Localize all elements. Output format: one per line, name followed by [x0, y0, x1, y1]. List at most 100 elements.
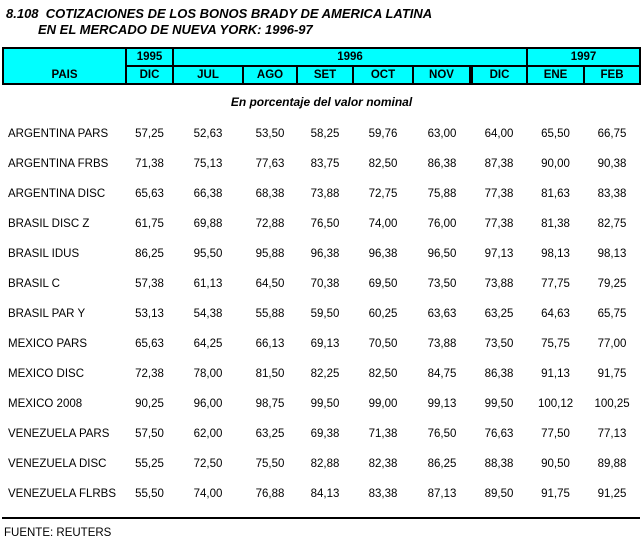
price-cell: 75,13: [193, 158, 223, 170]
price-cell: 81,50: [255, 368, 285, 380]
price-cell: 76,50: [427, 428, 457, 440]
price-cell: 81,38: [541, 218, 570, 230]
price-cell: 87,38: [484, 158, 514, 170]
price-cell: 77,50: [541, 428, 570, 440]
price-cell: 68,38: [255, 188, 285, 200]
bond-name-cell: MEXICO 2008: [8, 398, 83, 410]
price-cell: 96,00: [193, 398, 223, 410]
price-cell: 57,50: [135, 428, 164, 440]
price-cell: 66,75: [597, 128, 627, 140]
table-row: ARGENTINA FRBS 71,38 75,13 77,63 83,75 82,50 8…: [3, 149, 640, 179]
price-cell: 61,13: [193, 278, 223, 290]
price-cell: 69,38: [310, 428, 340, 440]
price-cell: 99,13: [427, 398, 457, 410]
title-line-2: EN EL MERCADO DE NUEVA YORK: 1996-97: [38, 22, 313, 37]
price-cell: 69,50: [368, 278, 398, 290]
price-cell: 55,50: [135, 488, 164, 500]
price-cell: 86,38: [484, 368, 514, 380]
price-cell: 91,75: [597, 368, 627, 380]
price-cell: 55,88: [255, 308, 285, 320]
bond-name-cell: ARGENTINA PARS: [8, 128, 109, 140]
brady-bond-table: PAIS 1995 1996 1997 DIC JUL AGO SET OCT …: [2, 47, 642, 509]
price-cell: 64,25: [193, 338, 223, 350]
table-row: VENEZUELA PARS 57,50 62,00 63,25 69,38 71,38 7…: [3, 419, 640, 449]
price-cell: 57,38: [135, 278, 164, 290]
price-cell: 75,75: [541, 338, 570, 350]
document-page: 8.108 COTIZACIONES DE LOS BONOS BRADY DE…: [0, 6, 642, 551]
pais-column-header: PAIS: [2, 47, 127, 85]
price-cell: 82,88: [310, 458, 340, 470]
price-cell: 63,25: [255, 428, 285, 440]
month-header: AGO: [242, 65, 298, 85]
price-cell: 71,38: [368, 428, 398, 440]
table-row: ARGENTINA PARS 57,25 52,63 53,50 58,25 59,76 6…: [3, 119, 640, 149]
price-cell: 69,88: [193, 218, 223, 230]
price-cell: 83,38: [597, 188, 627, 200]
price-cell: 82,25: [310, 368, 340, 380]
bottom-divider: [2, 517, 640, 519]
price-cell: 73,88: [484, 278, 514, 290]
year-header-1996: 1996: [171, 47, 529, 67]
price-cell: 98,13: [541, 248, 570, 260]
price-cell: 61,75: [135, 218, 164, 230]
price-cell: 99,50: [484, 398, 514, 410]
price-cell: 57,25: [135, 128, 164, 140]
price-cell: 73,88: [427, 338, 457, 350]
price-cell: 91,13: [541, 368, 570, 380]
table-row: ARGENTINA DISC 65,63 66,38 68,38 73,88 72,75 7…: [3, 179, 640, 209]
price-cell: 82,50: [368, 368, 398, 380]
price-cell: 76,50: [310, 218, 340, 230]
bond-name-cell: BRASIL PAR Y: [8, 308, 86, 320]
table-row: BRASIL PAR Y 53,13 54,38 55,88 59,50 60,25 63,…: [3, 299, 640, 329]
price-cell: 75,88: [427, 188, 457, 200]
year-header-1997: 1997: [526, 47, 642, 67]
bond-name-cell: MEXICO PARS: [8, 338, 88, 350]
bond-name-cell: ARGENTINA FRBS: [8, 158, 109, 170]
price-cell: 78,00: [193, 368, 223, 380]
page-title: 8.108 COTIZACIONES DE LOS BONOS BRADY DE…: [6, 6, 642, 38]
price-cell: 99,50: [310, 398, 340, 410]
price-cell: 88,38: [484, 458, 514, 470]
bond-name-cell: VENEZUELA DISC: [8, 458, 107, 470]
price-cell: 59,50: [310, 308, 340, 320]
price-cell: 82,38: [368, 458, 398, 470]
source-note: FUENTE: REUTERS: [4, 527, 112, 539]
table-row: MEXICO 2008 90,25 96,00 98,75 99,50 99,00 99,1…: [3, 389, 640, 419]
price-cell: 99,00: [368, 398, 398, 410]
price-cell: 65,50: [541, 128, 570, 140]
price-cell: 79,25: [597, 278, 627, 290]
price-cell: 90,50: [541, 458, 570, 470]
price-cell: 60,25: [368, 308, 398, 320]
price-cell: 70,50: [368, 338, 398, 350]
price-cell: 77,38: [484, 218, 514, 230]
price-cell: 77,75: [541, 278, 570, 290]
price-cell: 73,88: [310, 188, 340, 200]
bond-name-cell: VENEZUELA PARS: [8, 428, 110, 440]
bond-name-cell: VENEZUELA FLRBS: [8, 488, 117, 500]
month-header: DIC: [469, 65, 529, 85]
price-cell: 77,63: [255, 158, 285, 170]
price-cell: 71,38: [135, 158, 164, 170]
price-cell: 70,38: [310, 278, 340, 290]
price-cell: 84,13: [310, 488, 340, 500]
price-cell: 95,88: [255, 248, 285, 260]
price-cell: 64,50: [255, 278, 285, 290]
price-cell: 76,88: [255, 488, 285, 500]
table-subtitle: En porcentaje del valor nominal: [230, 95, 413, 109]
price-cell: 65,75: [597, 308, 627, 320]
price-cell: 86,25: [427, 458, 457, 470]
price-cell: 53,50: [255, 128, 285, 140]
price-cell: 82,50: [368, 158, 398, 170]
price-cell: 64,00: [484, 128, 514, 140]
price-cell: 96,38: [368, 248, 398, 260]
table-row: MEXICO PARS 65,63 64,25 66,13 69,13 70,50 73,8…: [3, 329, 640, 359]
bond-name-cell: MEXICO DISC: [8, 368, 85, 380]
price-cell: 55,25: [135, 458, 164, 470]
price-cell: 73,50: [484, 338, 514, 350]
price-cell: 98,75: [255, 398, 285, 410]
price-cell: 76,00: [427, 218, 457, 230]
price-cell: 77,38: [484, 188, 514, 200]
price-cell: 54,38: [193, 308, 223, 320]
price-cell: 89,50: [484, 488, 514, 500]
price-cell: 86,25: [135, 248, 164, 260]
